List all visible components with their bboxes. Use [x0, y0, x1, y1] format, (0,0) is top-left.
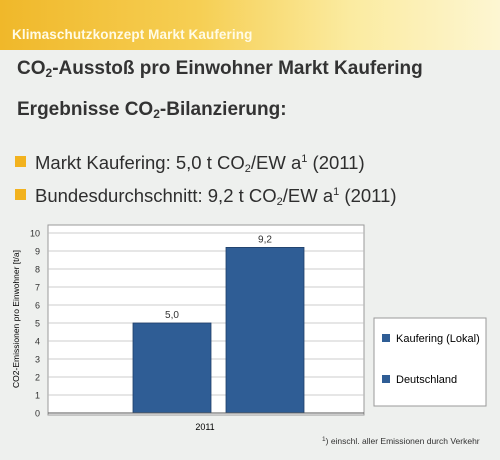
- subtitle-part: Ergebnisse CO: [17, 99, 154, 120]
- page-title: CO2-Ausstoß pro Einwohner Markt Kauferin…: [17, 58, 423, 80]
- y-tick-label: 6: [35, 301, 40, 311]
- page-subtitle: Ergebnisse CO2-Bilanzierung:: [17, 99, 287, 121]
- bullet-text: (2011): [339, 185, 397, 206]
- title-part: -Ausstoß pro Einwohner Markt Kaufering: [52, 58, 423, 79]
- bullet-text: /EW a: [250, 152, 302, 173]
- y-axis-label: CO2-Emissionen pro Einwohner [t/a]: [11, 250, 21, 388]
- y-tick-label: 9: [35, 247, 40, 257]
- y-tick-label: 2: [35, 373, 40, 383]
- bullet-superscript: 1: [301, 153, 308, 165]
- subtitle-subscript: 2: [153, 107, 160, 121]
- legend-label-kaufering: Kaufering (Lokal): [396, 333, 480, 345]
- subtitle-part: -Bilanzierung:: [159, 99, 287, 120]
- y-tick-label: 0: [35, 409, 40, 419]
- y-tick-label: 5: [35, 319, 40, 329]
- x-tick-label: 2011: [195, 422, 214, 432]
- bullet-square-icon: [15, 156, 26, 167]
- legend-label-deutschland: Deutschland: [396, 374, 457, 386]
- y-tick-label: 8: [35, 265, 40, 275]
- y-tick-label: 4: [35, 337, 40, 347]
- bullet-subscript: 2: [244, 163, 251, 175]
- bullet-text: Bundesdurchschnitt: 9,2 t CO: [35, 185, 277, 206]
- bullet-text: Markt Kaufering: 5,0 t CO: [35, 152, 245, 173]
- bullet-text: /EW a: [282, 185, 334, 206]
- bar-deutschland: [225, 246, 305, 414]
- legend-swatch-deutschland: [382, 375, 390, 383]
- legend: [373, 317, 487, 407]
- co2-bar-chart: 0 1 2 3 4 5 6 7 8 9 10 5,0 9,2 2011 CO2-Emissionen …: [11, 224, 487, 432]
- header-banner: Klimaschutzkonzept Markt Kaufering: [0, 0, 500, 50]
- bullet-superscript: 1: [333, 186, 340, 198]
- bar-kaufering: [132, 322, 212, 414]
- bullet-text: (2011): [307, 152, 365, 173]
- y-tick-label: 7: [35, 283, 40, 293]
- footnote: 1) einschl. aller Emissionen durch Verke…: [322, 436, 480, 446]
- footnote-marker: 1: [322, 436, 326, 443]
- y-axis-ticks: 0 1 2 3 4 5 6 7 8 9 10: [30, 229, 40, 419]
- bullet-square-icon: [15, 189, 26, 200]
- data-label: 9,2: [258, 234, 272, 245]
- y-tick-label: 10: [30, 229, 40, 239]
- legend-swatch-kaufering: [382, 334, 390, 342]
- y-tick-label: 3: [35, 355, 40, 365]
- bullet-bundesdurchschnitt: Bundesdurchschnitt: 9,2 t CO2/EW a1 (201…: [15, 185, 397, 208]
- footnote-text: ) einschl. aller Emissionen durch Verkeh…: [325, 436, 480, 446]
- title-part: CO: [17, 58, 46, 79]
- bullet-subscript: 2: [276, 196, 283, 208]
- bullet-kaufering: Markt Kaufering: 5,0 t CO2/EW a1 (2011): [15, 152, 365, 175]
- data-label: 5,0: [165, 310, 179, 321]
- chart-bars: 5,0 9,2: [132, 234, 305, 414]
- y-tick-label: 1: [35, 391, 40, 401]
- title-subscript: 2: [45, 66, 53, 80]
- banner-title: Klimaschutzkonzept Markt Kaufering: [12, 27, 253, 42]
